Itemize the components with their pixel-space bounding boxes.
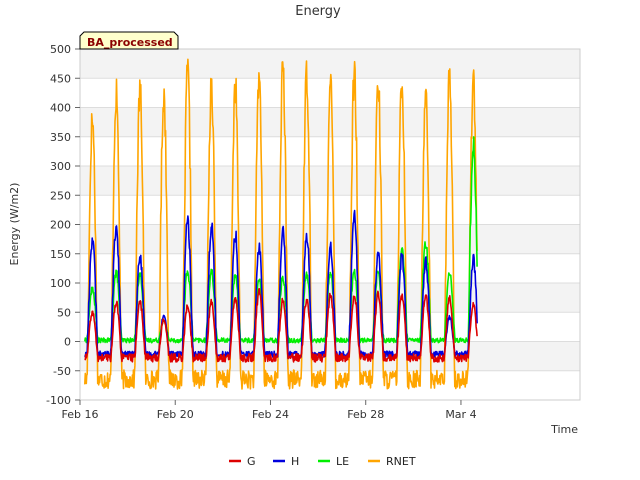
y-tick-label: -50 xyxy=(53,365,71,378)
badge-box xyxy=(79,31,179,50)
plot-band xyxy=(80,49,580,79)
y-tick-label: 300 xyxy=(50,160,71,173)
series-line-g xyxy=(84,287,478,363)
y-tick-label: 100 xyxy=(50,277,71,290)
x-tick-label: Feb 24 xyxy=(252,408,289,421)
plot-band xyxy=(80,107,580,137)
y-tick-label: 150 xyxy=(50,248,71,261)
x-tick-label: Feb 28 xyxy=(347,408,384,421)
plot-band xyxy=(80,166,580,196)
legend-label: RNET xyxy=(386,455,416,468)
legend-label: H xyxy=(291,455,299,468)
chart-title: Energy xyxy=(295,4,341,19)
plot-band xyxy=(80,195,580,225)
y-tick-label: 250 xyxy=(50,189,71,202)
y-tick-label: -100 xyxy=(46,394,71,407)
y-tick-label: 450 xyxy=(50,72,71,85)
y-axis-title: Energy (W/m2) xyxy=(8,183,21,266)
plot-band xyxy=(80,341,580,371)
series-line-rnet xyxy=(84,58,478,390)
y-tick-label: 200 xyxy=(50,219,71,232)
y-tick-label: 0 xyxy=(64,336,71,349)
legend-label: G xyxy=(247,455,256,468)
x-tick-label: Feb 16 xyxy=(62,408,99,421)
badge: BA_processed xyxy=(79,31,179,50)
x-axis-ticks: Feb 16 Feb 20 Feb 24 Feb 28 Mar 4 xyxy=(62,400,477,421)
plot-band xyxy=(80,370,580,400)
x-tick-label: Mar 4 xyxy=(445,408,476,421)
y-tick-label: 50 xyxy=(57,306,71,319)
plot-band xyxy=(80,312,580,342)
series-line-le xyxy=(84,136,478,344)
legend-item-rnet: RNET xyxy=(368,455,416,468)
plot-band xyxy=(80,136,580,166)
legend-item-le: LE xyxy=(318,455,349,468)
legend: G H LE RNET xyxy=(229,455,416,468)
x-axis-title: Time xyxy=(550,423,578,436)
y-tick-label: 400 xyxy=(50,102,71,115)
legend-item-h: H xyxy=(273,455,299,468)
y-axis-ticks: -100 -50 0 50 100 150 200 250 300 350 400 450 500 xyxy=(46,43,80,407)
x-tick-label: Feb 20 xyxy=(157,408,194,421)
legend-label: LE xyxy=(336,455,349,468)
y-tick-label: 350 xyxy=(50,131,71,144)
badge-label: BA_processed xyxy=(87,36,173,49)
y-tick-label: 500 xyxy=(50,43,71,56)
legend-item-g: G xyxy=(229,455,256,468)
series-lines xyxy=(84,58,478,390)
